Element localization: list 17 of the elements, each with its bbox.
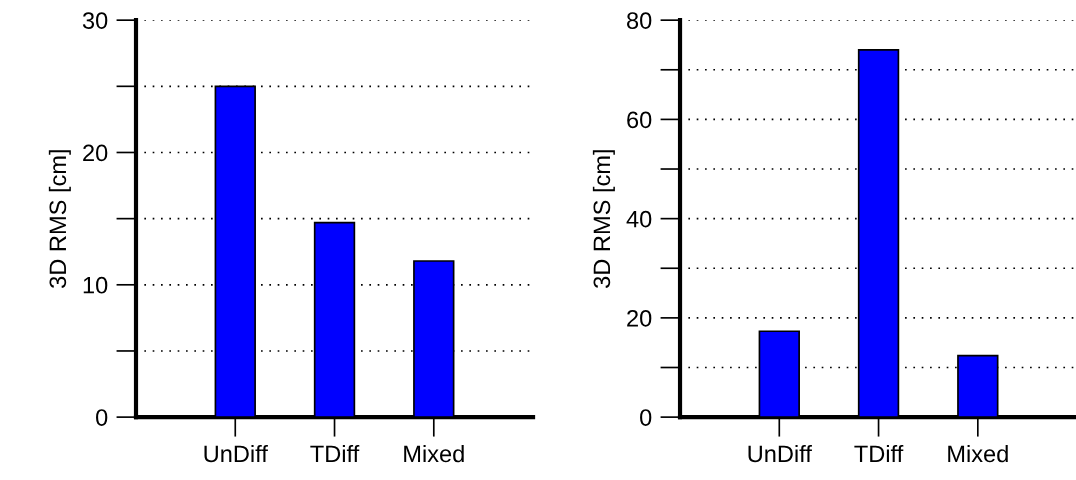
y-tick-label: 0 [96, 409, 108, 426]
x-tick-label: Mixed [948, 444, 1008, 463]
y-tick-label: 80 [627, 12, 652, 29]
y-axis-title: 3D RMS [cm] [592, 150, 615, 288]
y-tick-label: 20 [83, 144, 108, 162]
x-tick-label: UnDiff [748, 444, 812, 463]
y-tick-label: 40 [626, 210, 652, 228]
x-tick-label: TDiff [854, 444, 904, 463]
x-tick-label: UnDiff [204, 444, 268, 463]
y-tick-label: 10 [83, 276, 108, 294]
y-tick-label: 20 [627, 309, 652, 327]
x-tick-label: Mixed [404, 444, 464, 463]
y-tick-label: 0 [640, 409, 652, 426]
y-tick-label: 30 [82, 12, 108, 29]
x-tick-label: TDiff [310, 444, 360, 463]
y-axis-title: 3D RMS [cm] [48, 150, 71, 288]
y-tick-label: 60 [627, 111, 652, 129]
